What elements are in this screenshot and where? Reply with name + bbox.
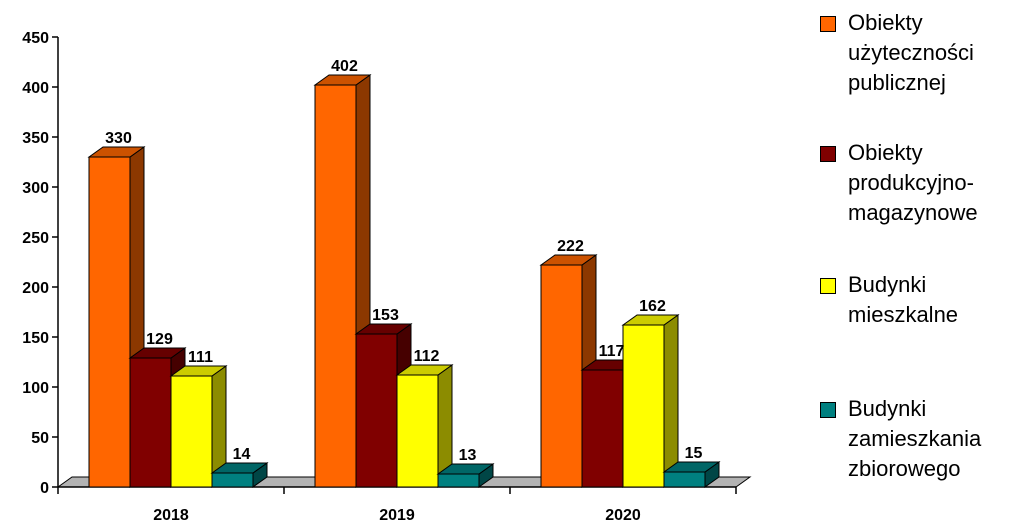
- bar-front-face: [211, 472, 254, 488]
- y-tick-label: 300: [22, 180, 49, 197]
- data-label: 129: [146, 331, 173, 348]
- legend-label: Budynki zamieszkania zbiorowego: [848, 396, 982, 481]
- bar-front-face: [540, 264, 583, 488]
- bar-front-face: [314, 84, 357, 488]
- legend-swatch: [820, 16, 836, 32]
- data-label: 117: [599, 343, 625, 360]
- bar-front-face: [129, 357, 172, 488]
- x-tick-label: 2019: [379, 507, 415, 523]
- data-label: 330: [105, 130, 132, 147]
- bar-front-face: [88, 156, 131, 488]
- data-label: 111: [188, 349, 213, 366]
- y-tick-label: 250: [22, 230, 49, 247]
- bar-2020-4: [662, 461, 721, 488]
- bar-front-face: [396, 374, 439, 488]
- bar-2018-3: [169, 365, 228, 488]
- bar-2020-3: [621, 314, 680, 488]
- bar-front-face: [170, 375, 213, 488]
- data-label: 222: [557, 238, 584, 255]
- bar-front-face: [355, 333, 398, 488]
- data-label: 153: [372, 307, 399, 324]
- bar-chart: 0 50 100 150 200 250 300 350 400 450 2018 2019 2020…: [22, 30, 752, 523]
- legend-label: Budynki mieszkalne: [848, 272, 959, 327]
- bar-front-face: [581, 369, 624, 488]
- bar-front-face: [663, 471, 706, 488]
- bar-2019-4: [436, 463, 495, 488]
- y-tick-label: 400: [22, 80, 49, 97]
- bar-2018-4: [210, 462, 269, 488]
- legend-label: Obiekty produkcyjno-magazynowe: [848, 140, 978, 225]
- bar-front-face: [622, 324, 665, 488]
- data-label: 162: [639, 298, 666, 315]
- bar-front-face: [437, 473, 480, 488]
- y-tick-label: 100: [22, 380, 49, 397]
- legend-label: Obiekty użyteczności publicznej: [848, 10, 974, 95]
- data-label: 402: [331, 58, 358, 75]
- data-label: 112: [414, 348, 440, 365]
- legend-swatch: [820, 146, 836, 162]
- data-label: 13: [459, 447, 477, 464]
- y-tick-label: 350: [22, 130, 49, 147]
- legend-swatch: [820, 402, 836, 418]
- data-label: 15: [685, 445, 703, 462]
- bar-2019-3: [395, 364, 454, 488]
- data-label: 14: [233, 446, 251, 463]
- legend-swatch: [820, 278, 836, 294]
- y-tick-label: 150: [22, 330, 49, 347]
- x-tick-label: 2018: [153, 507, 189, 523]
- bar-side-face: [663, 314, 679, 488]
- y-tick-label: 450: [22, 30, 49, 47]
- x-tick-label: 2020: [605, 507, 641, 523]
- y-tick-label: 200: [22, 280, 49, 297]
- y-tick-label: 50: [31, 430, 49, 447]
- y-tick-label: 0: [40, 480, 49, 497]
